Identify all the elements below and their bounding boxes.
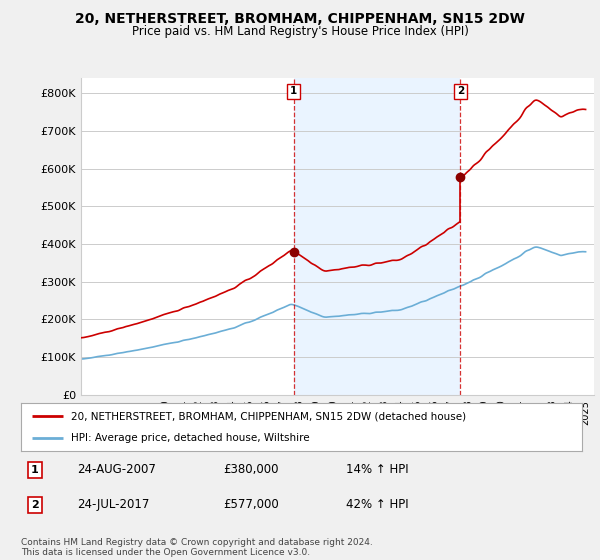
- Text: 2: 2: [457, 86, 464, 96]
- Text: Price paid vs. HM Land Registry's House Price Index (HPI): Price paid vs. HM Land Registry's House …: [131, 25, 469, 38]
- Text: 24-JUL-2017: 24-JUL-2017: [77, 498, 149, 511]
- Bar: [293, 78, 460, 395]
- Text: 2: 2: [31, 500, 39, 510]
- Text: 1: 1: [290, 86, 297, 96]
- Text: £577,000: £577,000: [223, 498, 279, 511]
- Text: 20, NETHERSTREET, BROMHAM, CHIPPENHAM, SN15 2DW (detached house): 20, NETHERSTREET, BROMHAM, CHIPPENHAM, S…: [71, 411, 467, 421]
- Text: 1: 1: [31, 465, 39, 475]
- Text: £380,000: £380,000: [223, 463, 278, 476]
- Text: 24-AUG-2007: 24-AUG-2007: [77, 463, 156, 476]
- Text: 20, NETHERSTREET, BROMHAM, CHIPPENHAM, SN15 2DW: 20, NETHERSTREET, BROMHAM, CHIPPENHAM, S…: [75, 12, 525, 26]
- Text: 42% ↑ HPI: 42% ↑ HPI: [346, 498, 409, 511]
- Text: Contains HM Land Registry data © Crown copyright and database right 2024.
This d: Contains HM Land Registry data © Crown c…: [21, 538, 373, 557]
- Text: 14% ↑ HPI: 14% ↑ HPI: [346, 463, 409, 476]
- Text: HPI: Average price, detached house, Wiltshire: HPI: Average price, detached house, Wilt…: [71, 433, 310, 443]
